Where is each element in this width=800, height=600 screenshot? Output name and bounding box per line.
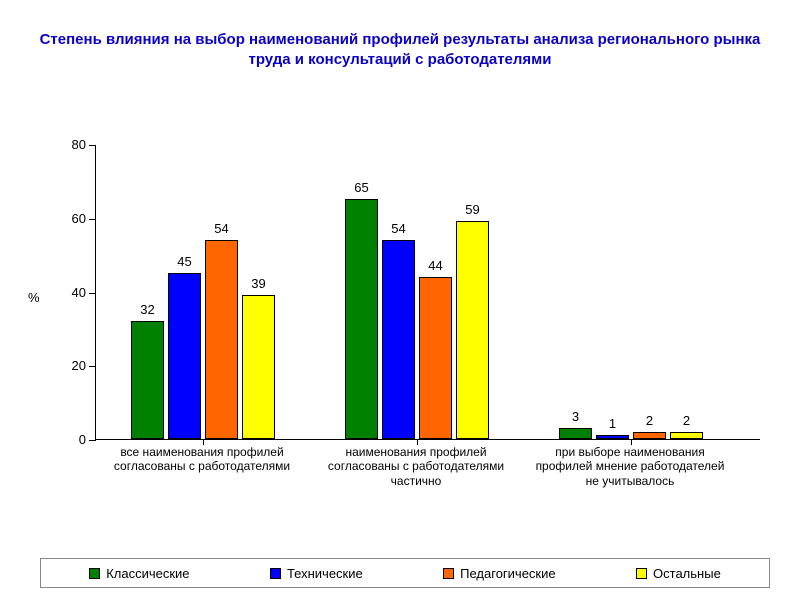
legend-swatch: [443, 568, 454, 579]
chart-title: Степень влияния на выбор наименований пр…: [0, 0, 800, 71]
legend-label: Классические: [106, 566, 189, 581]
bar: 65: [345, 199, 378, 439]
bar-group: 3122: [559, 145, 703, 439]
legend-label: Технические: [287, 566, 363, 581]
y-tick: 20: [89, 366, 96, 367]
y-tick: 80: [89, 145, 96, 146]
legend-swatch: [89, 568, 100, 579]
bar-value-label: 2: [671, 413, 702, 428]
bar-value-label: 54: [206, 221, 237, 236]
legend-swatch: [636, 568, 647, 579]
bar: 3: [559, 428, 592, 439]
bar: 54: [205, 240, 238, 439]
legend-swatch: [270, 568, 281, 579]
bar-group: 65544459: [345, 145, 489, 439]
bar-group: 32455439: [131, 145, 275, 439]
bar: 59: [456, 221, 489, 439]
bar-value-label: 1: [597, 416, 628, 431]
legend: Классические Технические Педагогические Ост…: [40, 558, 770, 588]
y-tick: 0: [89, 440, 96, 441]
bar: 44: [419, 277, 452, 439]
bar-value-label: 65: [346, 180, 377, 195]
category-label: при выборе наименования профилей мнение …: [533, 445, 727, 488]
y-tick-label: 0: [79, 432, 86, 447]
bar-value-label: 44: [420, 258, 451, 273]
bar: 54: [382, 240, 415, 439]
category-label: наименования профилей согласованы с рабо…: [319, 445, 513, 488]
legend-item: Классические: [89, 566, 189, 581]
bar: 2: [633, 432, 666, 439]
category-label: все наименования профилей согласованы с …: [105, 445, 299, 474]
bar-value-label: 54: [383, 221, 414, 236]
y-tick-label: 40: [72, 285, 86, 300]
bar-value-label: 59: [457, 202, 488, 217]
bar-value-label: 45: [169, 254, 200, 269]
y-tick-label: 80: [72, 137, 86, 152]
y-tick-label: 20: [72, 358, 86, 373]
bar-value-label: 2: [634, 413, 665, 428]
bar: 2: [670, 432, 703, 439]
plot-area: 02040608032455439655444593122: [95, 145, 760, 440]
bar-value-label: 32: [132, 302, 163, 317]
bar-value-label: 3: [560, 409, 591, 424]
bar-value-label: 39: [243, 276, 274, 291]
y-tick-label: 60: [72, 211, 86, 226]
bar: 1: [596, 435, 629, 439]
legend-item: Педагогические: [443, 566, 555, 581]
legend-item: Остальные: [636, 566, 721, 581]
y-axis-label: %: [28, 290, 40, 305]
y-tick: 60: [89, 219, 96, 220]
legend-item: Технические: [270, 566, 363, 581]
bar: 39: [242, 295, 275, 439]
bar: 32: [131, 321, 164, 439]
y-tick: 40: [89, 293, 96, 294]
bar: 45: [168, 273, 201, 439]
legend-label: Остальные: [653, 566, 721, 581]
legend-label: Педагогические: [460, 566, 555, 581]
chart-area: % 02040608032455439655444593122 все наим…: [40, 145, 770, 515]
